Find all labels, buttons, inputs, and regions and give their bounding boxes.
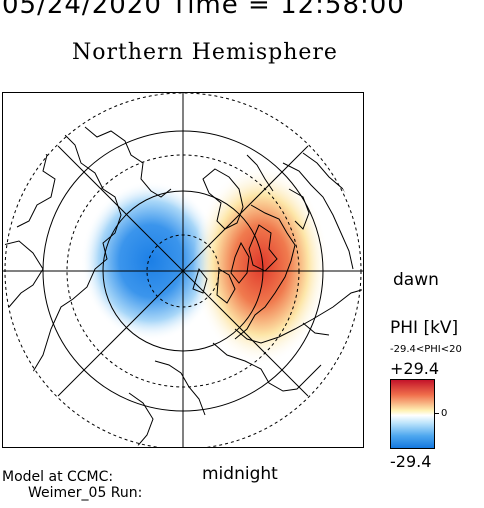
positive-potential-cell (193, 165, 329, 365)
colorbar-mid-label: 0 (441, 408, 448, 419)
plot-title: Northern Hemisphere (72, 40, 338, 65)
colorbar-min-label: -29.4 (390, 452, 432, 471)
polar-plot (2, 92, 364, 448)
timestamp: 05/24/2020 Time = 12:58:00 (2, 0, 405, 20)
map-grid (3, 93, 363, 447)
polar-map-svg (3, 93, 363, 447)
negative-potential-cell (81, 181, 221, 341)
colorbar (390, 379, 435, 449)
footer-run-label: Weimer_05 Run: (28, 485, 143, 501)
colorbar-range-text: -29.4<PHI<20 (390, 345, 462, 355)
midnight-label: midnight (202, 464, 278, 484)
colorbar-max-label: +29.4 (390, 359, 440, 378)
footer-model-label: Model at CCMC: (2, 469, 114, 485)
colorbar-zero-tick (434, 413, 439, 414)
dawn-label: dawn (393, 270, 439, 290)
colorbar-label: PHI [kV] (390, 318, 459, 338)
